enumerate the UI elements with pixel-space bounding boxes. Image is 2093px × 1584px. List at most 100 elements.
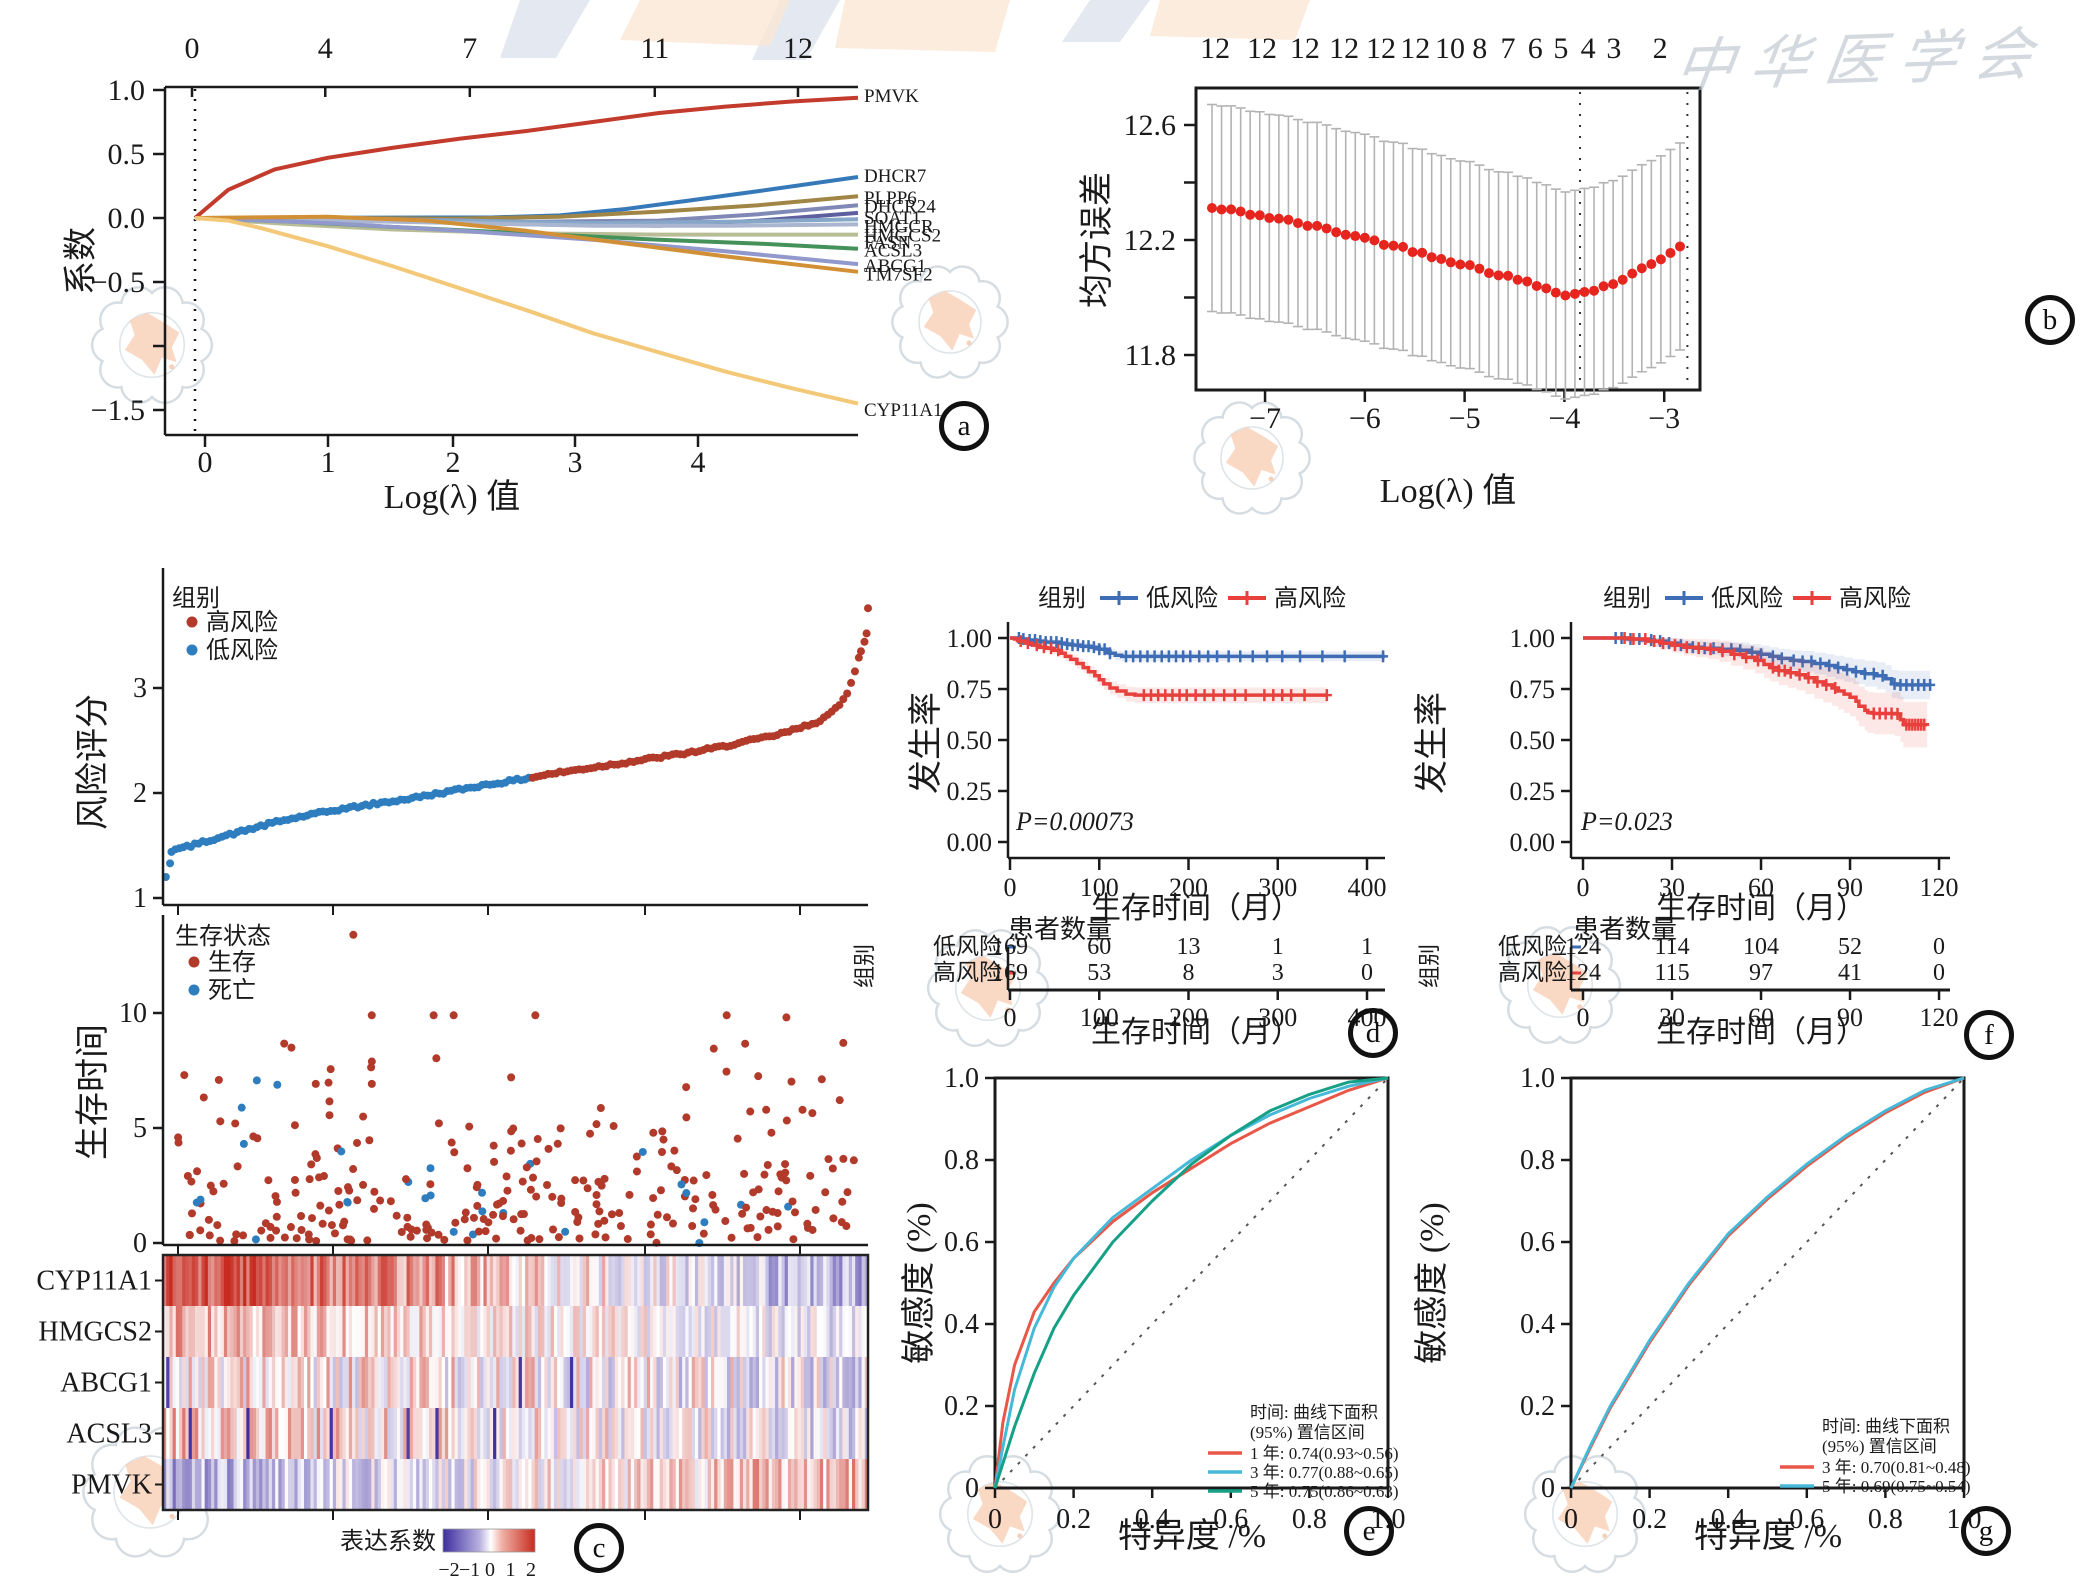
- survive-dot: [554, 1233, 563, 1242]
- survive-dot: [324, 1078, 333, 1087]
- survive-dot: [817, 1075, 826, 1084]
- survive-dot: [709, 1201, 718, 1210]
- survive-dot: [526, 1185, 535, 1194]
- watermark-ribbon: [835, 0, 1010, 52]
- death-dot: [337, 1147, 346, 1156]
- km-ci-band: [1583, 638, 1928, 750]
- panel-b-x-title: Log(λ) 值: [1380, 472, 1516, 510]
- survive-dot: [465, 1122, 474, 1131]
- survive-dot: [507, 1127, 516, 1136]
- survive-dot: [423, 1234, 432, 1243]
- death-dot: [237, 1103, 246, 1112]
- panel-a-y-tick: 0.0: [108, 202, 146, 235]
- panel-b-top-tick: 12: [1290, 32, 1320, 65]
- panel-a-top-tick: 12: [783, 32, 813, 65]
- survive-dot: [535, 1235, 544, 1244]
- panel-b-top-tick: 12: [1366, 32, 1396, 65]
- gene-label-PMVK: PMVK: [864, 86, 919, 107]
- panel-d-y-tick: 0.50: [947, 726, 993, 755]
- table-value: 115: [1654, 960, 1689, 986]
- table-value: 97: [1749, 960, 1773, 986]
- survive-dot: [708, 1190, 717, 1199]
- mse-dot: [1598, 281, 1609, 292]
- mse-dot: [1273, 213, 1284, 224]
- km-censors-高风险: [1619, 632, 1930, 731]
- survive-dot: [426, 1180, 435, 1189]
- gene-label-HMGCS2: HMGCS2: [864, 225, 941, 246]
- survive-dot: [699, 1229, 708, 1238]
- panel-a-x-tick: 1: [321, 446, 336, 479]
- survive-dot: [753, 1233, 762, 1242]
- mse-dot: [1541, 283, 1552, 294]
- survive-dot: [849, 1156, 858, 1165]
- heatmap-row-label-ABCG1: ABCG1: [60, 1368, 152, 1399]
- survive-dot: [632, 1167, 641, 1176]
- panel-e-y-tick: 1.0: [944, 1063, 979, 1094]
- survive-dot: [843, 1188, 852, 1197]
- mse-points: [1207, 103, 1685, 400]
- panel-f-y-tick: 1.00: [1510, 624, 1556, 653]
- panel-a-x-title: Log(λ) 值: [384, 478, 520, 516]
- table-value: 104: [1743, 934, 1779, 960]
- survive-dot: [325, 1097, 334, 1106]
- mse-dot: [1436, 253, 1447, 264]
- colorbar-tick: −1: [459, 1559, 480, 1581]
- table-value: 0: [1933, 960, 1945, 986]
- survive-dot: [689, 1204, 698, 1213]
- panel-g-x-tick: 0.6: [1789, 1504, 1824, 1535]
- survive-dot: [330, 1229, 339, 1238]
- survive-dot: [193, 1167, 202, 1176]
- panel-f-x-tick: 30: [1659, 873, 1685, 902]
- panel-letter-f: f: [1964, 1010, 2014, 1060]
- panel-b-top-tick: 7: [1500, 32, 1515, 65]
- gene-path-ABCG1: [194, 216, 859, 267]
- survive-dot: [689, 1176, 698, 1185]
- survive-dot: [722, 1067, 731, 1076]
- panel-b-top-tick: 12: [1247, 32, 1277, 65]
- mse-dot: [1426, 252, 1437, 263]
- survive-dot: [839, 1038, 848, 1047]
- panel-f-x-tick: 90: [1837, 873, 1863, 902]
- heatmap-row-HMGCS2: [163, 1306, 869, 1357]
- risk-score-dots: [161, 604, 872, 881]
- survive-dot: [434, 1119, 443, 1128]
- survive-dot: [367, 1063, 376, 1072]
- table-x-tick: 200: [1169, 1003, 1208, 1032]
- survive-dot: [174, 1138, 183, 1147]
- panel-b-top-tick: 5: [1553, 32, 1568, 65]
- panel-f-y-tick: 0.50: [1510, 726, 1556, 755]
- panel-e-x-tick: 0.8: [1292, 1504, 1327, 1535]
- table-x-tick: 100: [1080, 1003, 1119, 1032]
- survive-dot: [451, 1218, 460, 1227]
- panel-b-top-tick: 2: [1653, 32, 1668, 65]
- panel-c1-y-tick: 3: [133, 673, 147, 704]
- roc-curve: [993, 1076, 1389, 1489]
- death-dot: [251, 1235, 260, 1244]
- mse-dot: [1550, 287, 1561, 298]
- panel-f-legend: 组别 低风险 高风险: [1603, 585, 1911, 612]
- survive-dot: [489, 1141, 498, 1150]
- survive-dot: [187, 1209, 196, 1218]
- survive-dot: [574, 1213, 583, 1222]
- mse-dot: [1512, 274, 1523, 285]
- panel-f-x-tick: 0: [1577, 873, 1590, 902]
- panel-d-table-title: 患者数量: [1008, 915, 1112, 944]
- survive-dot: [837, 1218, 846, 1227]
- survive-dot: [659, 1135, 668, 1144]
- survive-dot: [592, 1120, 601, 1129]
- mse-dot: [1503, 270, 1514, 281]
- survive-dot: [653, 1210, 662, 1219]
- survive-dot: [292, 1234, 301, 1243]
- watermark-ribbon: [1062, 0, 1150, 42]
- survive-dot: [280, 1233, 289, 1242]
- panel-a-x-tick: 2: [446, 446, 461, 479]
- panel-c-risk-y-title: 风险评分: [74, 694, 112, 830]
- survive-dot: [592, 1200, 601, 1209]
- survive-dot: [199, 1093, 208, 1102]
- survive-dot: [257, 1226, 266, 1235]
- survive-dot: [828, 1164, 837, 1173]
- survive-dot: [434, 1230, 443, 1239]
- survive-dot: [740, 1169, 749, 1178]
- roc-curve: [1569, 1076, 1965, 1489]
- panel-f-table-title: 患者数量: [1573, 915, 1677, 944]
